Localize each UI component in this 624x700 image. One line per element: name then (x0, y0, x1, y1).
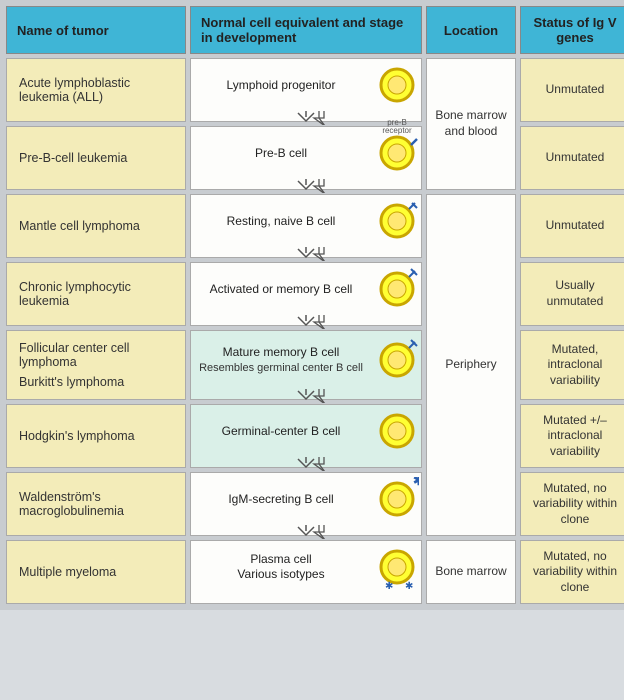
cell-icon (375, 63, 419, 107)
stage-label: Mature memory B cellResembles germinal c… (193, 345, 369, 376)
tumor-name-cell: Multiple myeloma (6, 540, 186, 604)
arrow-down-icon (286, 525, 326, 539)
tumor-name-cell: Follicular center cell lymphomaBurkitt's… (6, 330, 186, 400)
cell-icon (375, 338, 419, 382)
location-cell: Periphery (426, 194, 516, 536)
location-cell: Bone marrow and blood (426, 58, 516, 190)
stage-cell: Activated or memory B cell (190, 262, 422, 326)
header-location: Location (426, 6, 516, 54)
status-cell: Usually unmutated (520, 262, 624, 326)
status-cell: Unmutated (520, 126, 624, 190)
stage-label: Resting, naive B cell (193, 214, 369, 229)
arrow-down-icon (286, 179, 326, 193)
cell-icon: ✱✱ (375, 545, 419, 589)
status-cell: Mutated, intraclonal variability (520, 330, 624, 400)
tumor-name-cell: Acute lymphoblastic leukemia (ALL) (6, 58, 186, 122)
status-cell: Mutated +/– intraclonal variability (520, 404, 624, 468)
stage-label: IgM-secreting B cell (193, 492, 369, 507)
arrow-down-icon (286, 247, 326, 261)
stage-cell: Mature memory B cellResembles germinal c… (190, 330, 422, 400)
tumor-name-cell: Pre-B-cell leukemia (6, 126, 186, 190)
tumor-name-cell: Waldenström's macroglobulinemia (6, 472, 186, 536)
header-status: Status of Ig V genes (520, 6, 624, 54)
stage-label: Pre-B cell (193, 146, 369, 161)
svg-text:✱: ✱ (385, 581, 393, 589)
stage-label: Lymphoid progenitor (193, 78, 369, 93)
stage-cell: Germinal-center B cell (190, 404, 422, 468)
status-cell: Unmutated (520, 194, 624, 258)
stage-cell: Lymphoid progenitor (190, 58, 422, 122)
tumor-name-cell: Hodgkin's lymphoma (6, 404, 186, 468)
status-cell: Unmutated (520, 58, 624, 122)
cell-icon (375, 199, 419, 243)
arrow-down-icon (286, 389, 326, 403)
status-cell: Mutated, no variability within clone (520, 472, 624, 536)
cell-icon: pre-Breceptor (375, 131, 419, 175)
stage-cell: IgM-secreting B cell ✱ (190, 472, 422, 536)
header-name: Name of tumor (6, 6, 186, 54)
header-stage: Normal cell equivalent and stage in deve… (190, 6, 422, 54)
svg-text:✱: ✱ (405, 581, 413, 589)
tumor-name-cell: Mantle cell lymphoma (6, 194, 186, 258)
status-cell: Mutated, no variability within clone (520, 540, 624, 604)
tumor-name-cell: Chronic lymphocytic leukemia (6, 262, 186, 326)
stage-cell: Pre-B cell pre-Breceptor (190, 126, 422, 190)
arrow-down-icon (286, 457, 326, 471)
stage-cell: Plasma cellVarious isotypes ✱✱ (190, 540, 422, 604)
stage-label: Germinal-center B cell (193, 424, 369, 439)
svg-text:✱: ✱ (413, 477, 419, 488)
stage-label: Activated or memory B cell (193, 282, 369, 297)
arrow-down-icon (286, 111, 326, 125)
stage-cell: Resting, naive B cell (190, 194, 422, 258)
cell-icon (375, 267, 419, 311)
arrow-down-icon (286, 315, 326, 329)
cell-icon: ✱ (375, 477, 419, 521)
tumor-classification-table: Name of tumor Normal cell equivalent and… (0, 0, 624, 610)
location-cell: Bone marrow (426, 540, 516, 604)
cell-icon (375, 409, 419, 453)
stage-label: Plasma cellVarious isotypes (193, 552, 369, 582)
